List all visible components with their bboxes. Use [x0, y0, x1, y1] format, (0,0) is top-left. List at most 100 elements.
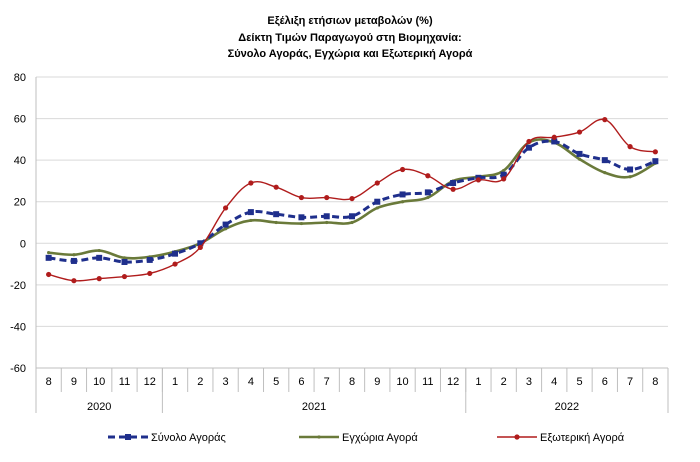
- data-point: [424, 189, 431, 196]
- data-point: [273, 211, 280, 218]
- legend: Σύνολο Αγοράς Εγχώρια Αγορά Εξωτερική Αγορ…: [108, 432, 625, 444]
- x-tick-label: 12: [447, 376, 459, 388]
- y-tick-label: 80: [14, 72, 26, 84]
- x-tick-label: 10: [396, 376, 408, 388]
- x-tick-label: 6: [602, 376, 608, 388]
- x-tick-label: 8: [652, 376, 658, 388]
- data-point: [249, 218, 253, 223]
- data-point: [172, 250, 179, 257]
- x-tick-label: 11: [119, 376, 130, 388]
- data-point: [299, 221, 304, 226]
- data-point: [500, 171, 507, 178]
- year-label: 2020: [87, 401, 111, 413]
- y-tick-label: 0: [20, 238, 26, 250]
- data-point: [121, 273, 128, 280]
- chart-title-line-2: Δείκτη Τιμών Παραγωγού στη Βιομηχανία:: [238, 31, 462, 44]
- x-tick-label: 7: [627, 376, 633, 388]
- data-point: [374, 198, 381, 205]
- data-point: [374, 180, 380, 186]
- chart-title-line-1: Εξέλιξη ετήσιων μεταβολών (%): [267, 15, 433, 27]
- data-point: [350, 220, 354, 225]
- x-tick-label: 6: [298, 376, 304, 388]
- year-label: 2022: [555, 401, 579, 413]
- data-series: [45, 117, 659, 284]
- data-point: [324, 194, 330, 201]
- axes: [35, 77, 669, 413]
- y-tick-label: -60: [10, 363, 26, 375]
- data-point: [375, 206, 379, 210]
- x-tick-label: 8: [349, 376, 355, 388]
- x-tick-label: 5: [576, 376, 582, 388]
- data-point: [248, 180, 254, 186]
- data-point: [576, 150, 583, 157]
- y-tick-label: -20: [10, 280, 26, 292]
- y-axis-tick-labels: 80 60 40 20 0 -20 -40 -60: [10, 72, 26, 375]
- data-point: [72, 253, 76, 257]
- data-point: [652, 149, 658, 155]
- data-point: [247, 209, 254, 216]
- x-tick-label: 1: [172, 376, 178, 388]
- data-point: [601, 157, 608, 164]
- data-point: [627, 144, 633, 150]
- x-tick-label: 11: [422, 376, 433, 388]
- year-label: 2021: [302, 401, 326, 413]
- data-point: [576, 129, 583, 135]
- data-point: [298, 214, 305, 221]
- x-tick-label: 3: [526, 376, 532, 388]
- x-tick-label: 7: [324, 376, 330, 388]
- x-tick-label: 3: [223, 376, 229, 388]
- chart-title-line-3: Σύνολο Αγοράς, Εγχώρια και Εξωτερική Αγο…: [227, 48, 473, 60]
- x-tick-label: 4: [551, 376, 557, 388]
- data-point: [501, 176, 507, 182]
- data-point: [223, 205, 229, 211]
- x-tick-label: 12: [144, 376, 156, 388]
- data-point: [399, 191, 406, 198]
- data-point: [197, 244, 203, 251]
- data-point: [97, 248, 101, 253]
- data-point: [71, 278, 77, 284]
- data-point: [273, 184, 279, 190]
- data-point: [222, 221, 229, 228]
- data-point: [425, 173, 431, 179]
- data-point: [502, 168, 506, 173]
- chart-title: Εξέλιξη ετήσιων μεταβολών (%) Δείκτη Τιμ…: [0, 13, 700, 63]
- data-point: [147, 270, 153, 277]
- data-point: [96, 254, 103, 261]
- y-tick-label: -40: [10, 321, 26, 333]
- data-point: [96, 276, 102, 282]
- x-tick-label: 2: [501, 376, 507, 388]
- data-point: [274, 220, 278, 225]
- data-point: [628, 175, 632, 179]
- data-point: [349, 213, 355, 220]
- y-tick-label: 40: [14, 155, 26, 167]
- data-point: [399, 166, 406, 173]
- data-point: [47, 251, 51, 255]
- data-point: [627, 166, 634, 173]
- x-tick-label: 2: [197, 376, 203, 388]
- data-point: [400, 200, 405, 204]
- data-point: [323, 213, 330, 220]
- data-point: [122, 256, 127, 260]
- data-point: [577, 157, 582, 161]
- data-point: [224, 227, 228, 231]
- legend-marker: [125, 434, 131, 440]
- data-point: [426, 195, 430, 200]
- x-tick-label: 4: [248, 376, 254, 388]
- data-point: [551, 134, 557, 140]
- legend-marker: [317, 435, 321, 439]
- x-tick-label: 9: [374, 376, 380, 388]
- data-point: [603, 171, 607, 175]
- legend-label: Εξωτερική Αγορά: [540, 432, 625, 444]
- data-point: [450, 180, 457, 187]
- x-tick-label: 5: [273, 376, 279, 388]
- data-point: [46, 271, 52, 278]
- data-point: [298, 194, 305, 201]
- x-tick-label: 8: [46, 376, 52, 388]
- y-tick-label: 20: [14, 197, 26, 209]
- data-point: [146, 256, 153, 263]
- legend-label: Σύνολο Αγοράς: [151, 432, 226, 444]
- x-tick-label: 9: [71, 376, 77, 388]
